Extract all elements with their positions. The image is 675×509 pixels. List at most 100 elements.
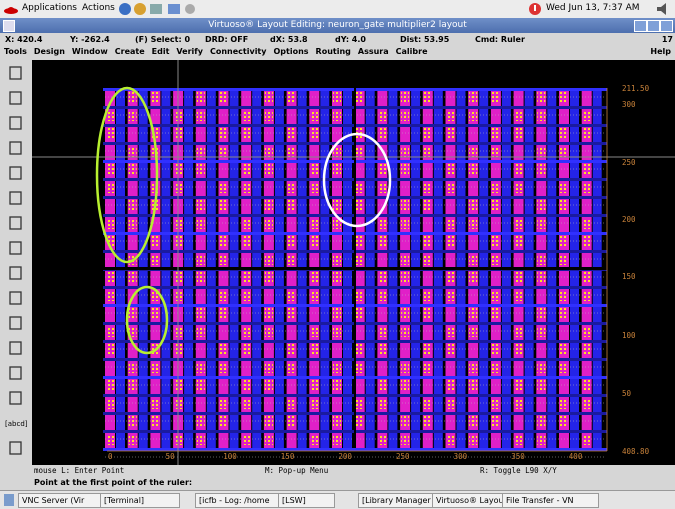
contact-dots (537, 110, 545, 121)
icon-shape (10, 392, 21, 404)
close-button[interactable] (660, 20, 673, 32)
tool-text-icon[interactable]: [abcd] (5, 420, 28, 428)
contact-dots (492, 308, 500, 319)
launcher-icons[interactable] (118, 2, 198, 16)
window-menu-button[interactable] (3, 20, 15, 32)
contact-dots (151, 362, 159, 373)
contact-dots (537, 92, 545, 103)
contact-dots (310, 272, 318, 283)
tool-icon[interactable] (7, 89, 25, 107)
taskbar-button[interactable]: [icfb - Log: /home (195, 493, 280, 508)
contact-dots (242, 218, 250, 229)
menu-item[interactable]: Verify (176, 47, 203, 56)
taskbar-button[interactable]: VNC Server (Vir (18, 493, 103, 508)
contact-dots (310, 344, 318, 355)
menu-item[interactable]: Edit (152, 47, 170, 56)
tool-icon[interactable] (7, 364, 25, 382)
contact-dots (356, 200, 364, 211)
contact-dots (515, 398, 523, 409)
contact-dots (447, 128, 455, 139)
contact-dots (288, 92, 296, 103)
contact-dots (583, 398, 591, 409)
mouse-middle-hint: M: Pop-up Menu (265, 466, 328, 475)
contact-dots (492, 200, 500, 211)
tool-icon[interactable] (7, 389, 25, 407)
tool-icon[interactable] (7, 164, 25, 182)
contact-dots (197, 110, 205, 121)
minimize-button[interactable] (634, 20, 647, 32)
menu-actions[interactable]: Actions (82, 3, 115, 13)
ruler-label: 0 (108, 452, 113, 461)
tool-icon[interactable] (7, 339, 25, 357)
clock[interactable]: Wed Jun 13, 7:37 AM (546, 3, 640, 13)
contact-dots (242, 236, 250, 247)
contact-dots (265, 416, 273, 427)
menu-help[interactable]: Help (650, 47, 671, 56)
contact-dots (265, 254, 273, 265)
tool-icon[interactable] (7, 289, 25, 307)
contact-dots (356, 416, 364, 427)
contact-dots (356, 398, 364, 409)
contact-dots (106, 218, 114, 229)
tool-icon[interactable] (7, 139, 25, 157)
contact-dots (356, 290, 364, 301)
contact-dots (265, 362, 273, 373)
show-desktop[interactable] (4, 494, 14, 506)
contact-dots (492, 362, 500, 373)
taskbar-button[interactable]: Virtuoso® Layou (432, 493, 505, 508)
status-field: Dist: 53.95 (400, 35, 449, 44)
contact-dots (333, 200, 341, 211)
contact-dots (288, 254, 296, 265)
contact-dots (537, 218, 545, 229)
tool-icon[interactable] (7, 239, 25, 257)
status-field: Y: -262.4 (70, 35, 110, 44)
contact-dots (265, 326, 273, 337)
maximize-button[interactable] (647, 20, 660, 32)
contact-dots (356, 146, 364, 157)
volume-icon[interactable] (656, 3, 670, 15)
toolbar: [abcd] (0, 60, 32, 490)
contact-dots (333, 416, 341, 427)
taskbar-button[interactable]: [Terminal] (100, 493, 180, 508)
contact-dots (537, 146, 545, 157)
menu-item[interactable]: Calibre (396, 47, 428, 56)
tool-icon[interactable] (7, 114, 25, 132)
contact-dots (265, 434, 273, 445)
taskbar-button[interactable]: [Library Manager (358, 493, 435, 508)
menu-item[interactable]: Design (34, 47, 65, 56)
menu-item[interactable]: Options (273, 47, 308, 56)
contact-dots (560, 236, 568, 247)
tool-icon[interactable] (7, 189, 25, 207)
tool-icon[interactable] (7, 314, 25, 332)
alert-icon[interactable] (528, 2, 542, 16)
menu-item[interactable]: Create (115, 47, 145, 56)
taskbar-button[interactable]: [LSW] (278, 493, 335, 508)
status-field: DRD: OFF (205, 35, 248, 44)
menu-item[interactable]: Routing (316, 47, 351, 56)
contact-dots (537, 362, 545, 373)
contact-dots (515, 272, 523, 283)
contact-dots (310, 218, 318, 229)
contact-dots (242, 434, 250, 445)
menu-item[interactable]: Assura (358, 47, 389, 56)
menu-item[interactable]: Tools (4, 47, 27, 56)
menu-item[interactable]: Connectivity (210, 47, 267, 56)
menu-applications[interactable]: Applications (22, 3, 77, 13)
contact-dots (220, 200, 228, 211)
contact-dots (288, 362, 296, 373)
menu-item[interactable]: Window (72, 47, 108, 56)
taskbar-button[interactable]: File Transfer - VN (502, 493, 599, 508)
contact-dots (424, 308, 432, 319)
contact-dots (265, 308, 273, 319)
tool-icon[interactable] (7, 64, 25, 82)
contact-dots (288, 128, 296, 139)
contact-dots (220, 182, 228, 193)
contact-dots (265, 164, 273, 175)
tool-icon[interactable] (7, 439, 25, 457)
contact-dots (560, 398, 568, 409)
tool-icon[interactable] (7, 214, 25, 232)
ruler-label: 400 (569, 452, 583, 461)
contact-dots (242, 128, 250, 139)
tool-icon[interactable] (7, 264, 25, 282)
contact-dots (129, 92, 137, 103)
